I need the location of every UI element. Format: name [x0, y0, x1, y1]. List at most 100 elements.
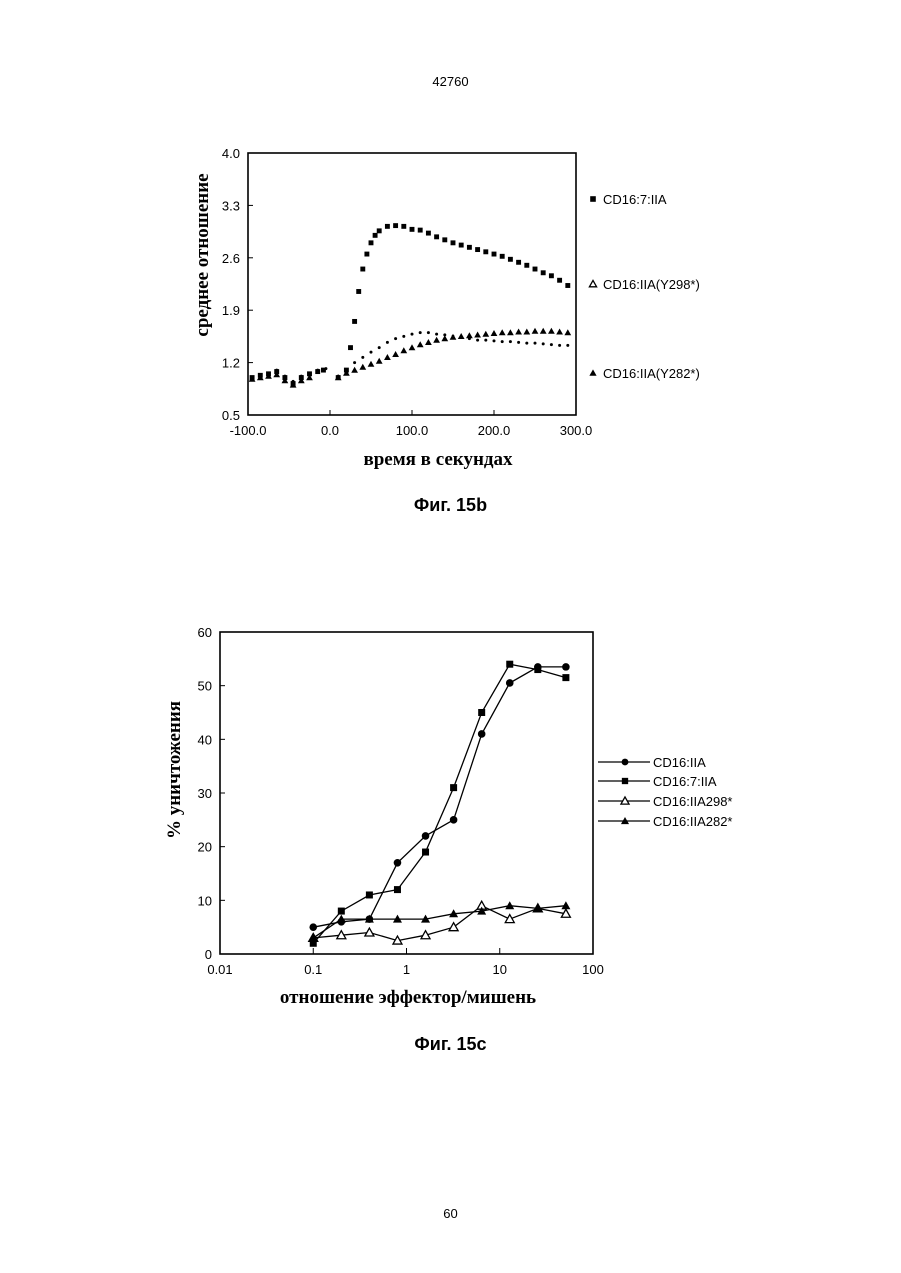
chart-15b-point: [523, 329, 530, 335]
chart-15c-series-line: [313, 906, 566, 938]
chart-15c-point: [478, 730, 486, 738]
chart-15b-point: [352, 319, 357, 324]
chart-15c-point: [562, 663, 570, 671]
chart-15c-ytick-label: 40: [198, 732, 212, 747]
chart-15b-point: [524, 263, 529, 268]
chart-15c-series-line: [313, 664, 566, 943]
chart-15c-point: [449, 923, 458, 931]
chart-15c-point: [338, 908, 345, 915]
chart-15b-point: [508, 257, 513, 262]
chart-15b-point: [507, 329, 514, 335]
chart-15b-point: [515, 329, 522, 335]
chart-15c-point: [422, 832, 430, 840]
chart-15b-point: [556, 329, 563, 335]
chart-15b-point: [426, 231, 431, 236]
chart-15c-xtick-label: 100: [582, 962, 604, 977]
chart-15c-point: [394, 859, 402, 867]
chart-15b-point: [474, 332, 481, 338]
chart-15b-point: [364, 252, 369, 257]
chart-15c-ytick-label: 10: [198, 893, 212, 908]
chart-15b-point: [516, 260, 521, 265]
chart-15b: 0.51.21.92.63.34.0 -100.00.0100.0200.030…: [192, 146, 700, 470]
chart-15b-point: [450, 334, 457, 340]
chart-15b-point: [370, 351, 373, 354]
chart-15b-point: [500, 254, 505, 259]
chart-15c-series-line: [313, 667, 566, 927]
chart-15c-legend-marker: [622, 778, 628, 784]
chart-15b-point: [377, 228, 382, 233]
chart-15b-point: [451, 240, 456, 245]
chart-15b-point: [324, 367, 327, 370]
chart-15b-point: [549, 273, 554, 278]
chart-15c-series-1: [310, 661, 570, 947]
chart-15c: 0102030405060 0.010.1110100 отношение эф…: [164, 625, 733, 1008]
chart-15b-point: [394, 337, 397, 340]
chart-15c-point: [506, 679, 514, 687]
chart-15b-point: [308, 372, 311, 375]
chart-15b-point: [558, 344, 561, 347]
chart-15c-xtick-label: 0.1: [304, 962, 322, 977]
chart-15b-ytick-label: 3.3: [222, 198, 240, 213]
chart-15b-point: [400, 347, 407, 353]
chart-15b-point: [401, 224, 406, 229]
chart-15b-point: [393, 223, 398, 228]
chart-15b-point: [492, 252, 497, 257]
chart-15b-point: [550, 343, 553, 346]
chart-15b-point: [534, 342, 537, 345]
footer-page-number: 60: [0, 1206, 901, 1221]
chart-15b-point: [533, 267, 538, 272]
chart-15b-point: [501, 340, 504, 343]
chart-15b-point: [433, 337, 440, 343]
chart-15b-point: [434, 234, 439, 239]
chart-15b-point: [484, 339, 487, 342]
chart-15b-point: [509, 340, 512, 343]
chart-15c-legend-label: CD16:IIA298*: [653, 794, 733, 809]
chart-15c-point: [534, 666, 541, 673]
chart-15b-point: [360, 267, 365, 272]
chart-15b-point: [316, 369, 319, 372]
chart-15c-xtick-label: 0.01: [207, 962, 232, 977]
chart-15b-point: [542, 342, 545, 345]
chart-15c-point: [506, 661, 513, 668]
chart-15b-legend-label: CD16:IIA(Y298*): [603, 277, 700, 292]
chart-15b-point: [353, 361, 356, 364]
chart-15b-ytick-label: 0.5: [222, 408, 240, 423]
chart-15b-point: [385, 224, 390, 229]
chart-15c-ytick-label: 50: [198, 679, 212, 694]
chart-15b-point: [300, 375, 303, 378]
chart-15b-point: [351, 367, 358, 373]
chart-15c-point: [309, 923, 317, 931]
chart-15b-point: [348, 345, 353, 350]
chart-15b-point: [557, 278, 562, 283]
chart-15b-xtick-label: 200.0: [478, 423, 511, 438]
chart-15b-point: [441, 335, 448, 341]
chart-15b-point: [499, 329, 506, 335]
chart-15b-point: [540, 328, 547, 334]
chart-15c-xtick-label: 10: [493, 962, 507, 977]
chart-15b-ylabel: среднее отношение: [192, 173, 213, 336]
chart-15b-series-2: [249, 328, 571, 388]
chart-15b-point: [466, 332, 473, 338]
chart-15b-point: [458, 333, 465, 339]
chart-15b-point: [548, 328, 555, 334]
chart-15b-point: [419, 331, 422, 334]
chart-15c-point: [561, 901, 570, 909]
chart-15c-ytick-label: 0: [205, 947, 212, 962]
chart-15b-frame: [248, 153, 576, 415]
chart-15b-xtick-label: -100.0: [230, 423, 267, 438]
chart-15b-point: [482, 331, 489, 337]
chart-15b-point: [386, 341, 389, 344]
chart-15b-point: [525, 342, 528, 345]
chart-15c-point: [422, 849, 429, 856]
chart-15b-point: [361, 356, 364, 359]
chart-15b-point: [356, 289, 361, 294]
chart-15c-ylabel: % уничтожения: [164, 701, 185, 839]
chart-15b-legend-label: CD16:7:IIA: [603, 192, 667, 207]
chart-15b-legend-marker: [589, 280, 596, 286]
chart-15c-point: [562, 674, 569, 681]
chart-15b-point: [392, 351, 399, 357]
chart-15b-point: [564, 329, 571, 335]
chart-15c-legend-label: CD16:7:IIA: [653, 774, 717, 789]
chart-15b-series-1: [251, 331, 570, 383]
